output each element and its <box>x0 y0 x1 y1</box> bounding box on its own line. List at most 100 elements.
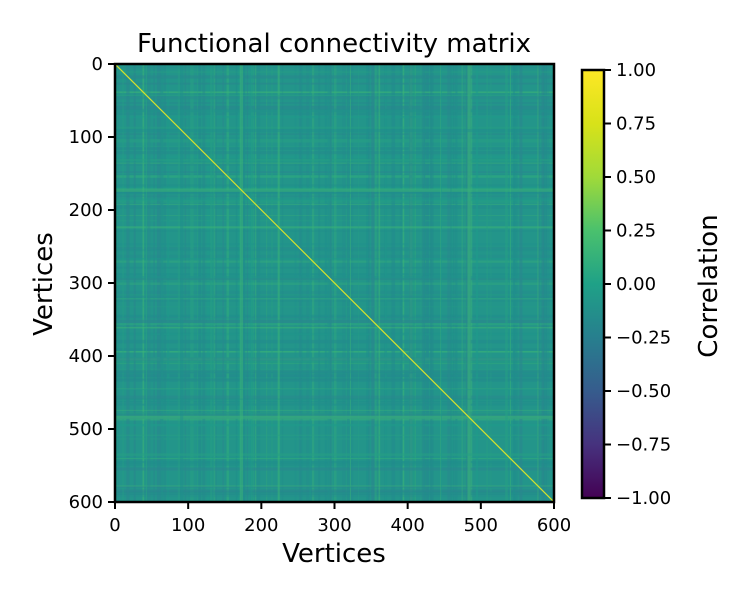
heatmap-column-band <box>421 64 426 502</box>
heatmap-row-band <box>115 411 554 414</box>
heatmap-column-band <box>543 64 545 502</box>
heatmap-column-band <box>366 64 369 502</box>
colorbar-tick-label: 0.75 <box>616 114 656 135</box>
heatmap-column-band <box>425 64 430 502</box>
y-axis-label: Vertices <box>29 232 59 336</box>
heatmap-row-band <box>115 175 554 178</box>
heatmap-row-band <box>115 360 554 363</box>
y-tick-label: 100 <box>69 127 103 148</box>
heatmap-column-band <box>505 64 508 502</box>
colorbar-tick-label: 1.00 <box>616 60 656 81</box>
heatmap-row-band <box>115 319 554 324</box>
heatmap-row-band <box>115 128 554 133</box>
heatmap-plot <box>115 64 554 502</box>
heatmap-column-band <box>374 64 377 502</box>
heatmap-row-band <box>115 219 554 222</box>
colorbar-label: Correlation <box>694 214 724 357</box>
heatmap-column-band <box>422 64 424 502</box>
heatmap-row-band <box>115 399 554 401</box>
heatmap-row-band <box>115 339 554 344</box>
x-tick-label: 200 <box>244 515 278 536</box>
heatmap-row-band <box>115 306 554 308</box>
heatmap-column-band <box>420 64 423 502</box>
heatmap-row-band <box>115 378 554 382</box>
heatmap-column-band <box>145 64 148 502</box>
heatmap-row-band <box>115 298 554 300</box>
heatmap-column-band <box>467 64 471 502</box>
heatmap-column-band <box>463 64 465 502</box>
heatmap-column-band <box>391 64 396 502</box>
heatmap-column-band <box>300 64 303 502</box>
heatmap-row-band <box>115 139 554 143</box>
y-tick-label: 600 <box>69 492 103 513</box>
heatmap-column-band <box>180 64 184 502</box>
heatmap-column-band <box>239 64 244 502</box>
heatmap-column-band <box>266 64 268 502</box>
heatmap-column-band <box>384 64 388 502</box>
x-tick-label: 0 <box>109 515 120 536</box>
heatmap-row-band <box>115 151 554 155</box>
colorbar-tick-label: −1.00 <box>616 488 671 509</box>
heatmap-row-band <box>115 243 554 246</box>
heatmap-row-band <box>115 462 554 466</box>
heatmap-column-band <box>306 64 310 502</box>
heatmap-row-band <box>115 249 554 252</box>
heatmap-row-band <box>115 215 554 216</box>
heatmap-row-band <box>115 126 554 129</box>
heatmap-column-band <box>430 64 434 502</box>
heatmap-column-band <box>250 64 255 502</box>
heatmap-column-band <box>226 64 230 502</box>
heatmap-column-band <box>430 64 433 502</box>
heatmap-row-band <box>115 295 554 298</box>
heatmap-row-band <box>115 403 554 406</box>
heatmap-column-band <box>271 64 273 502</box>
heatmap-column-band <box>309 64 311 502</box>
heatmap-column-band <box>450 64 453 502</box>
heatmap-column-band <box>475 64 479 502</box>
heatmap-column-band <box>327 64 331 502</box>
heatmap-column-band <box>177 64 181 502</box>
heatmap-row-band <box>115 94 554 96</box>
heatmap-column-band <box>413 64 416 502</box>
heatmap-row-band <box>115 290 554 295</box>
heatmap-column-band <box>213 64 216 502</box>
heatmap-column-band <box>161 64 163 502</box>
heatmap-row-band <box>115 314 554 318</box>
heatmap-column-band <box>310 64 312 502</box>
heatmap-row-band <box>115 368 554 372</box>
heatmap-row-band <box>115 171 554 173</box>
heatmap-column-band <box>347 64 350 502</box>
heatmap-column-band <box>541 64 545 502</box>
heatmap-row-band <box>115 332 554 336</box>
heatmap-column-band <box>342 64 346 502</box>
heatmap-column-band <box>357 64 359 502</box>
heatmap-row-band <box>115 361 554 365</box>
heatmap-column-band <box>329 64 332 502</box>
heatmap-column-band <box>512 64 515 502</box>
heatmap-column-band <box>378 64 380 502</box>
heatmap-row-band <box>115 460 554 464</box>
heatmap-row-band <box>115 191 554 195</box>
heatmap-row-band <box>115 361 554 364</box>
heatmap-column-band <box>447 64 451 502</box>
heatmap-row-band <box>115 174 554 176</box>
heatmap-column-band <box>510 64 512 502</box>
heatmap-row-band <box>115 145 554 147</box>
heatmap-row-band <box>115 333 554 336</box>
heatmap-row-band <box>115 198 554 202</box>
x-axis-ticks: 0 100 200 300 400 500 600 <box>109 502 571 536</box>
heatmap-column-band <box>414 64 416 502</box>
heatmap-column-band <box>153 64 155 502</box>
heatmap-row-band <box>115 297 554 299</box>
heatmap-row-band <box>115 226 554 229</box>
heatmap-row-band <box>115 96 554 100</box>
heatmap-row-band <box>115 188 554 192</box>
heatmap-row-band <box>115 437 554 440</box>
heatmap-row-band <box>115 112 554 115</box>
heatmap-column-band <box>198 64 201 502</box>
heatmap-column-band <box>294 64 297 502</box>
colorbar-tick-label: 0.25 <box>616 221 656 242</box>
heatmap-column-band <box>243 64 246 502</box>
heatmap-row-band <box>115 458 554 460</box>
heatmap-row-band <box>115 326 554 329</box>
